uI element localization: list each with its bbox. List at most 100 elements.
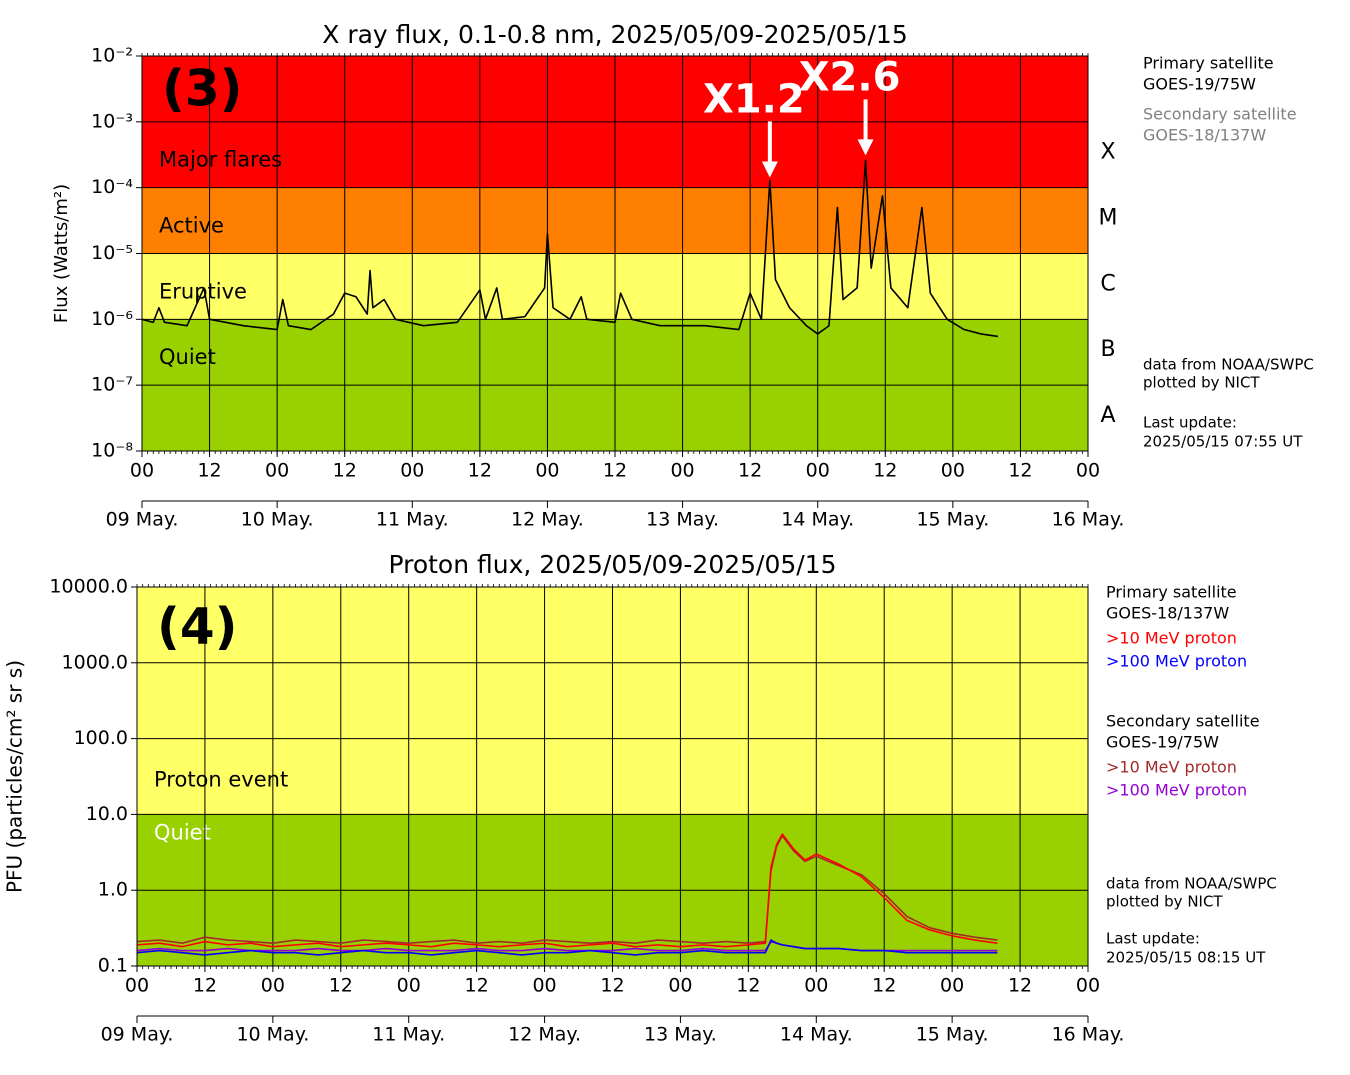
annotation-label: X2.6	[799, 54, 901, 100]
x-tick-label: 00	[940, 975, 964, 997]
satellite-label: Secondary satellite	[1143, 105, 1297, 124]
day-tick-label: 13 May.	[646, 509, 719, 531]
legend-entry: >100 MeV proton	[1106, 781, 1247, 800]
class-label: M	[1099, 206, 1118, 231]
day-tick-label: 09 May.	[101, 1024, 174, 1046]
class-label: A	[1100, 403, 1115, 428]
annotation-arrowhead	[761, 161, 778, 178]
day-tick-label: 09 May.	[106, 509, 179, 531]
x-tick-label: 00	[532, 975, 556, 997]
day-tick-label: 15 May.	[916, 509, 989, 531]
x-tick-label: 00	[130, 460, 154, 482]
legend-entry: >10 MeV proton	[1106, 758, 1237, 777]
x-tick-label: 12	[465, 975, 489, 997]
source-note: plotted by NICT	[1106, 893, 1223, 911]
class-label: C	[1100, 271, 1115, 296]
satellite-label: Primary satellite	[1106, 583, 1237, 602]
source-note: plotted by NICT	[1143, 374, 1260, 392]
update-note: 2025/05/15 07:55 UT	[1143, 433, 1303, 451]
x-tick-label: 00	[261, 975, 285, 997]
y-axis-label: PFU (particles/cm² sr s)	[3, 660, 27, 893]
legend-entry: >10 MeV proton	[1106, 629, 1237, 648]
x-tick-label: 12	[872, 975, 896, 997]
y-axis-label: Flux (Watts/m²)	[51, 184, 72, 323]
x-tick-label: 00	[668, 975, 692, 997]
y-tick-label: 10⁻⁸	[91, 440, 133, 462]
x-tick-label: 12	[600, 975, 624, 997]
panel-label: (4)	[157, 598, 238, 656]
band-label: Quiet	[159, 345, 216, 369]
y-tick-label: 10⁻⁵	[91, 242, 133, 264]
update-note: Last update:	[1106, 930, 1200, 948]
series-line	[141, 159, 999, 338]
class-label: X	[1100, 140, 1115, 165]
series-line	[136, 939, 998, 956]
day-tick-label: 16 May.	[1052, 1024, 1125, 1046]
y-tick-label: 10⁻⁷	[91, 374, 133, 396]
series-line	[136, 835, 998, 944]
day-tick-label: 10 May.	[241, 509, 314, 531]
satellite-name: GOES-19/75W	[1106, 733, 1219, 752]
x-tick-label: 12	[603, 460, 627, 482]
day-tick-label: 11 May.	[376, 509, 449, 531]
satellite-name: GOES-18/137W	[1106, 604, 1229, 623]
day-tick-label: 16 May.	[1052, 509, 1125, 531]
day-tick-label: 14 May.	[780, 1024, 853, 1046]
y-tick-label: 10⁻⁴	[91, 176, 133, 198]
x-tick-label: 00	[125, 975, 149, 997]
source-note: data from NOAA/SWPC	[1106, 875, 1277, 893]
x-tick-label: 00	[941, 460, 965, 482]
day-tick-label: 13 May.	[644, 1024, 717, 1046]
y-tick-label: 10⁻⁶	[91, 308, 133, 330]
chart-title: X ray flux, 0.1-0.8 nm, 2025/05/09-2025/…	[322, 20, 907, 49]
plot-frame	[136, 586, 1089, 967]
x-tick-label: 12	[329, 975, 353, 997]
x-tick-label: 00	[804, 975, 828, 997]
update-note: Last update:	[1143, 414, 1237, 432]
x-tick-label: 00	[400, 460, 424, 482]
class-label: B	[1100, 337, 1115, 362]
chart-title: Proton flux, 2025/05/09-2025/05/15	[388, 550, 836, 579]
day-tick-label: 15 May.	[916, 1024, 989, 1046]
x-tick-label: 12	[468, 460, 492, 482]
satellite-label: Primary satellite	[1143, 54, 1274, 73]
x-tick-label: 00	[535, 460, 559, 482]
x-tick-label: 00	[670, 460, 694, 482]
band-label: Quiet	[154, 820, 211, 844]
y-tick-label: 10⁻³	[91, 110, 133, 132]
y-tick-label: 0.1	[98, 955, 128, 977]
y-tick-label: 10000.0	[49, 576, 128, 598]
x-tick-label: 12	[873, 460, 897, 482]
legend-entry: >100 MeV proton	[1106, 652, 1247, 671]
satellite-name: GOES-18/137W	[1143, 126, 1266, 145]
x-tick-label: 00	[397, 975, 421, 997]
day-tick-label: 12 May.	[508, 1024, 581, 1046]
x-tick-label: 00	[806, 460, 830, 482]
y-tick-label: 1.0	[98, 879, 128, 901]
day-tick-label: 11 May.	[372, 1024, 445, 1046]
satellite-label: Secondary satellite	[1106, 712, 1260, 731]
satellite-name: GOES-19/75W	[1143, 75, 1256, 94]
y-tick-label: 10.0	[86, 803, 128, 825]
x-tick-label: 12	[1008, 975, 1032, 997]
x-tick-label: 00	[1076, 460, 1100, 482]
x-tick-label: 12	[333, 460, 357, 482]
band-label: Major flares	[159, 148, 282, 172]
annotation-arrowhead	[857, 139, 874, 156]
band-label: Proton event	[154, 767, 288, 791]
y-tick-label: 1000.0	[62, 651, 128, 673]
band-label: Active	[159, 214, 224, 238]
day-tick-label: 10 May.	[236, 1024, 309, 1046]
x-tick-label: 12	[193, 975, 217, 997]
day-tick-label: 14 May.	[781, 509, 854, 531]
update-note: 2025/05/15 08:15 UT	[1106, 949, 1266, 967]
x-tick-label: 12	[738, 460, 762, 482]
y-tick-label: 100.0	[74, 727, 128, 749]
x-tick-label: 12	[197, 460, 221, 482]
source-note: data from NOAA/SWPC	[1143, 356, 1314, 374]
x-tick-label: 00	[265, 460, 289, 482]
x-tick-label: 00	[1076, 975, 1100, 997]
panel-label: (3)	[162, 60, 243, 118]
series-line	[136, 833, 998, 948]
